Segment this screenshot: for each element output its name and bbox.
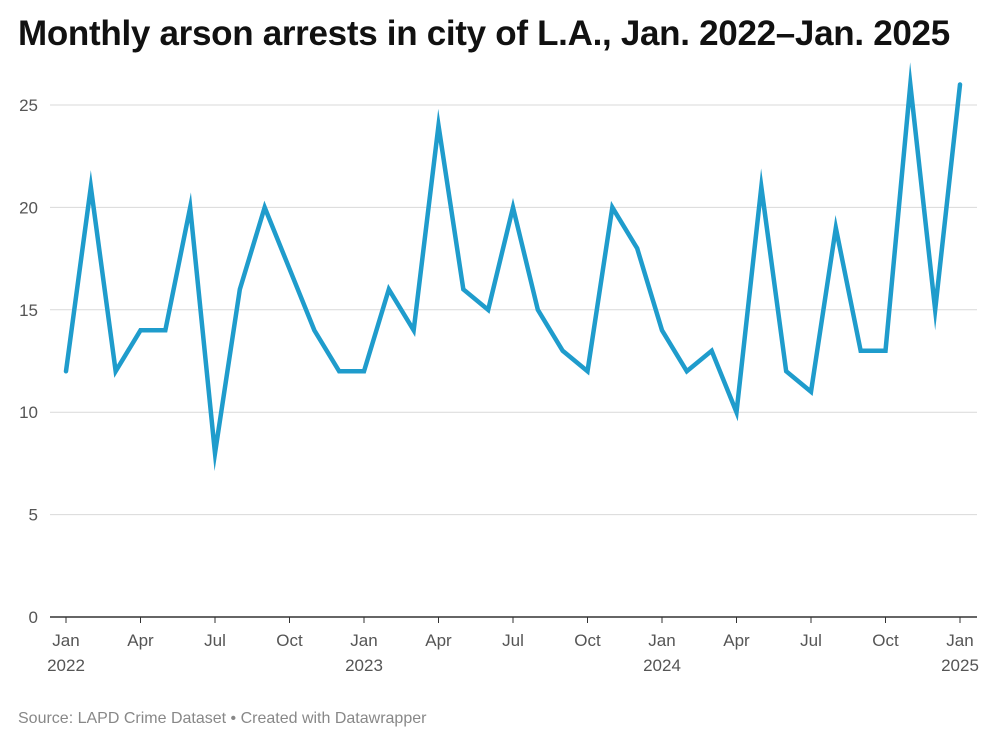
y-tick-label: 10 — [19, 403, 38, 422]
source-note: Source: LAPD Crime Dataset • Created wit… — [18, 710, 427, 727]
data-series — [63, 62, 963, 472]
x-tick-year-label: 2025 — [941, 656, 979, 675]
x-tick-label: Jan — [350, 631, 377, 650]
x-tick-label: Oct — [872, 631, 899, 650]
x-tick-label: Jul — [204, 631, 226, 650]
y-tick-label: 0 — [29, 608, 38, 627]
chart-title: Monthly arson arrests in city of L.A., J… — [18, 14, 950, 53]
x-tick-label: Oct — [276, 631, 303, 650]
x-tick-year-label: 2024 — [643, 656, 681, 675]
y-axis-tick-labels: 0 5 10 15 20 25 — [19, 96, 38, 627]
x-tick-label: Jan — [52, 631, 79, 650]
y-tick-label: 20 — [19, 198, 38, 217]
x-tick-label: Jan — [648, 631, 675, 650]
y-tick-label: 15 — [19, 301, 38, 320]
x-tick-label: Oct — [574, 631, 601, 650]
x-tick-label: Jul — [800, 631, 822, 650]
x-tick-label: Apr — [425, 631, 452, 650]
x-tick-year-label: 2023 — [345, 656, 383, 675]
y-tick-label: 25 — [19, 96, 38, 115]
x-tick-label: Apr — [723, 631, 750, 650]
x-tick-year-label: 2022 — [47, 656, 85, 675]
x-axis-tick-labels: Jan 2022 Apr Jul Oct Jan 2023 Apr Jul Oct Jan 2024 A… — [47, 617, 979, 675]
x-tick-label: Jan — [946, 631, 973, 650]
gridlines — [50, 104, 977, 516]
x-tick-label: Apr — [127, 631, 154, 650]
series-line — [63, 62, 963, 472]
y-tick-label: 5 — [29, 506, 38, 525]
x-tick-label: Jul — [502, 631, 524, 650]
